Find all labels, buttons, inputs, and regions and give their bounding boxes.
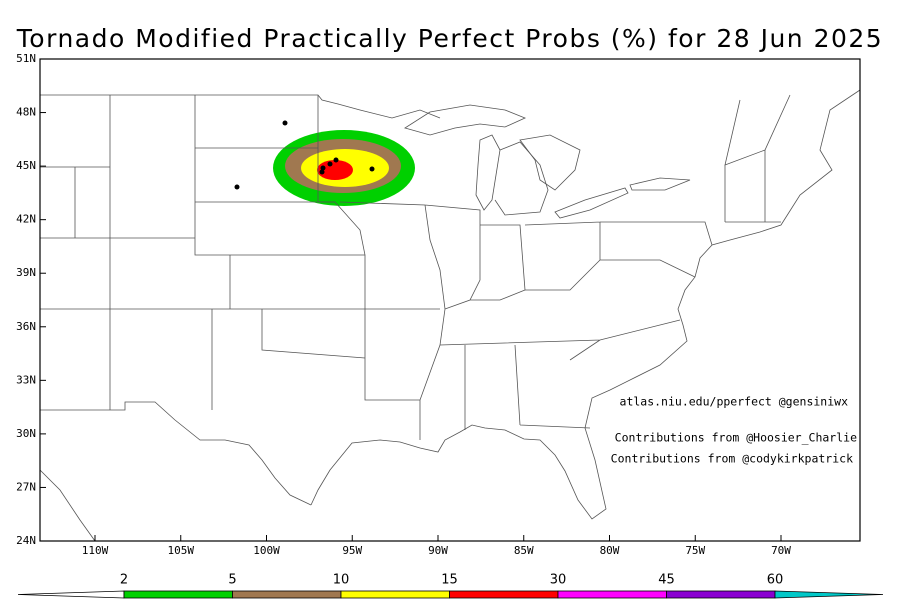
lon-label: 70W — [771, 544, 791, 557]
tornado-report — [369, 166, 375, 172]
contour-15 — [317, 160, 353, 180]
lat-label: 36N — [16, 320, 36, 333]
lon-label: 100W — [253, 544, 280, 557]
east-coast — [310, 89, 861, 520]
lon-label: 105W — [168, 544, 195, 557]
lake-superior — [404, 104, 527, 136]
lon-label: 90W — [428, 544, 448, 557]
lake-erie — [554, 187, 629, 219]
tornado-report — [333, 157, 339, 163]
lat-label: 39N — [16, 266, 36, 279]
colorbar-segment — [666, 590, 776, 599]
state-lines-west — [40, 95, 366, 410]
colorbar-label: 15 — [441, 573, 458, 588]
lon-label: 85W — [514, 544, 534, 557]
colorbar-label: 30 — [550, 573, 567, 588]
lake-ontario — [629, 177, 691, 191]
lake-huron — [519, 134, 581, 191]
credit: Contributions from @Hoosier_Charlie — [615, 431, 857, 445]
colorbar-over — [774, 590, 884, 599]
lat-label: 30N — [16, 427, 36, 440]
colorbar-label: 60 — [767, 573, 784, 588]
gulf-of-california — [39, 469, 96, 542]
colorbar-segment — [557, 590, 667, 599]
lat-label: 45N — [16, 159, 36, 172]
colorbar-label: 45 — [658, 573, 675, 588]
colorbar-label: 5 — [228, 573, 236, 588]
tornado-report — [234, 184, 240, 190]
lat-label: 24N — [16, 534, 36, 547]
tornado-report — [282, 120, 288, 126]
lat-label: 51N — [16, 52, 36, 65]
lon-label: 80W — [600, 544, 620, 557]
lon-label: 110W — [82, 544, 109, 557]
lon-axis: 110W 105W 100W 95W 90W 85W 80W 75W 70W — [82, 535, 791, 557]
michigan-lower — [494, 141, 549, 216]
probability-contours — [234, 120, 415, 206]
lat-label: 33N — [16, 373, 36, 386]
credit: atlas.niu.edu/pperfect @gensiniwx — [620, 395, 849, 409]
lake-michigan — [475, 134, 501, 211]
state-lines-east — [439, 94, 791, 430]
lat-label: 42N — [16, 213, 36, 226]
credit: Contributions from @codykirkpatrick — [611, 452, 853, 466]
colorbar: 2 5 10 15 30 45 60 — [17, 573, 884, 599]
credits: atlas.niu.edu/pperfect @gensiniwx Contri… — [611, 395, 857, 466]
colorbar-segment — [449, 590, 559, 599]
lon-label: 95W — [342, 544, 362, 557]
canada-border — [40, 94, 441, 119]
lon-label: 75W — [685, 544, 705, 557]
colorbar-segment — [340, 590, 450, 599]
title: Tornado Modified Practically Perfect Pro… — [16, 24, 883, 53]
lat-axis: 51N 48N 45N 42N 39N 36N 33N 30N 27N 24N — [16, 52, 46, 547]
mexico-border — [40, 401, 312, 506]
lat-label: 27N — [16, 480, 36, 493]
state-lines-central — [317, 95, 526, 440]
colorbar-segment — [123, 590, 233, 599]
tornado-report — [319, 169, 325, 175]
geography — [39, 89, 861, 542]
tornado-report — [327, 161, 333, 167]
colorbar-label: 10 — [333, 573, 350, 588]
tornado-report — [320, 165, 326, 171]
colorbar-label: 2 — [120, 573, 128, 588]
colorbar-segment — [232, 590, 342, 599]
lat-label: 48N — [16, 106, 36, 119]
map-frame — [39, 58, 861, 542]
